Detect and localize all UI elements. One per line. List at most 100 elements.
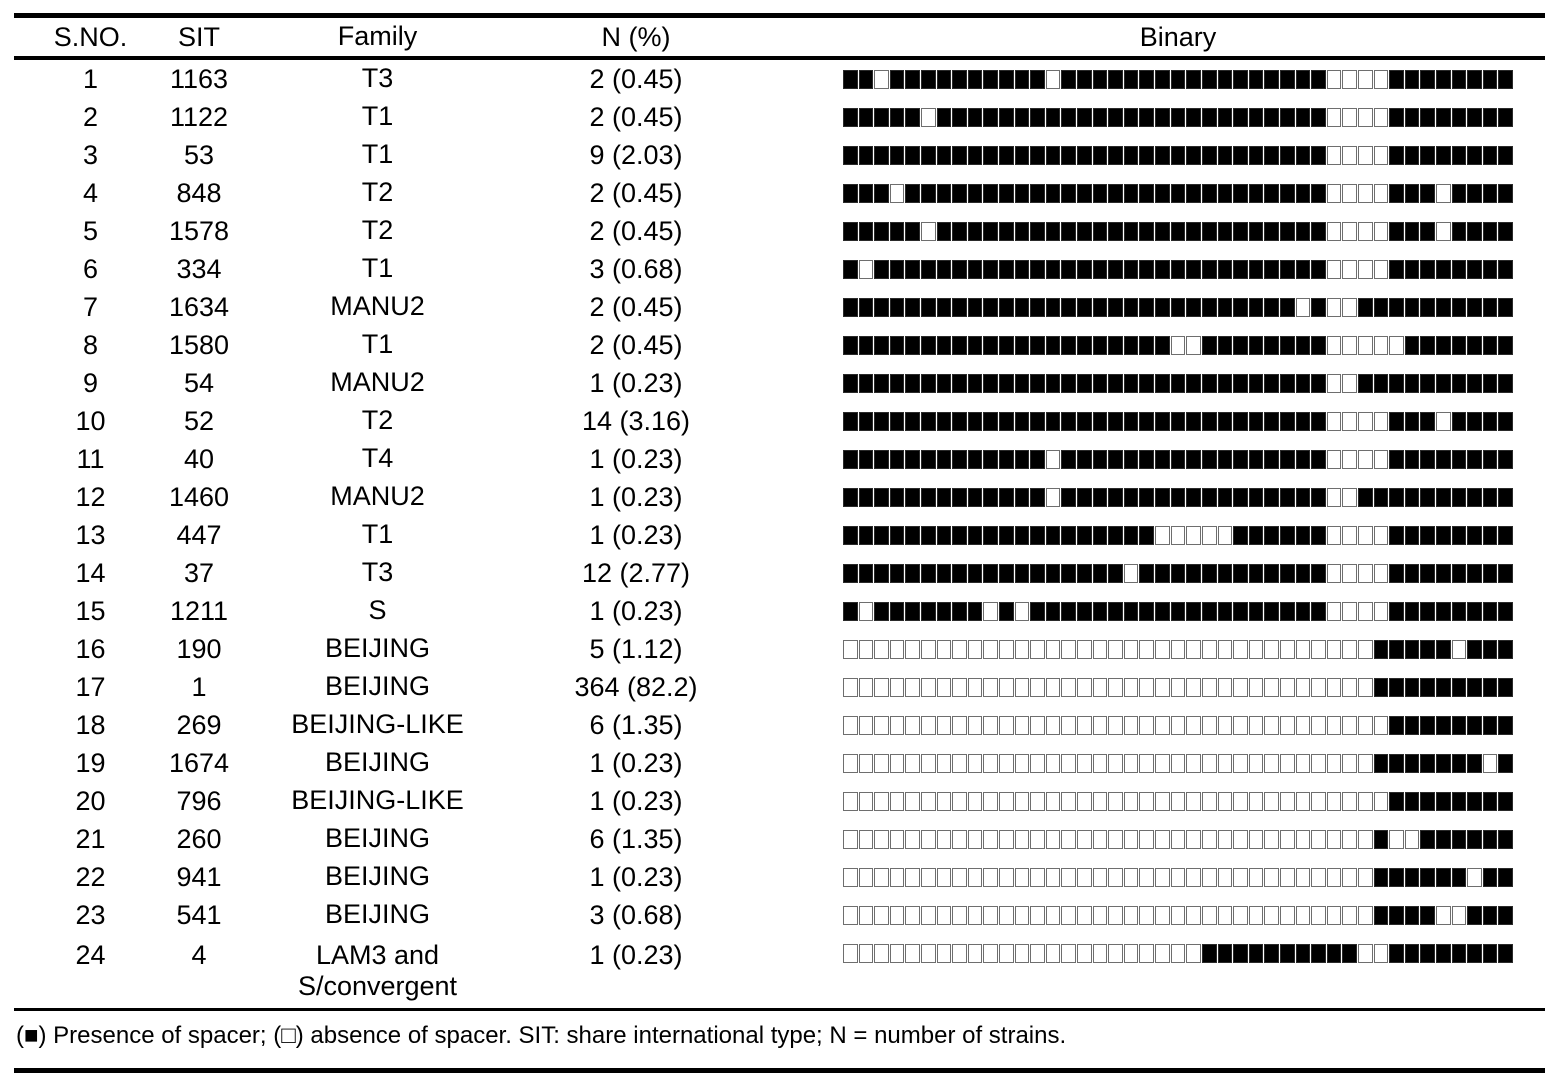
spacer-square-present — [1061, 221, 1077, 241]
spacer-square-present — [1264, 259, 1279, 279]
spacer-square-present — [889, 411, 905, 431]
spacer-square-present — [1467, 373, 1482, 393]
spacer-square-present — [1264, 107, 1279, 127]
spacer-square-absent — [952, 677, 967, 697]
spacer-square-present — [1482, 525, 1498, 545]
spacer-square-absent — [1279, 791, 1295, 811]
spacer-square-present — [1373, 677, 1389, 697]
spacer-square-absent — [1326, 525, 1342, 545]
spacer-square-absent — [1030, 715, 1045, 735]
cell-sit: 796 — [176, 785, 222, 816]
spacer-square-absent — [952, 639, 967, 659]
top-rule — [14, 13, 1545, 18]
spacer-square-absent — [1295, 753, 1311, 773]
spacer-square-present — [1311, 297, 1326, 317]
spacer-square-absent — [967, 905, 983, 925]
spacer-square-present — [1139, 525, 1155, 545]
spacer-square-present — [1311, 525, 1326, 545]
spacer-square-absent — [1155, 677, 1170, 697]
spacer-square-present — [1373, 753, 1389, 773]
cell-n-percent: 2 (0.45) — [589, 101, 683, 132]
spacer-square-present — [1467, 259, 1482, 279]
spacer-square-absent — [983, 829, 999, 849]
spacer-square-present — [1420, 525, 1435, 545]
cell-family: T3 — [361, 63, 394, 94]
binary-pattern — [843, 677, 1513, 697]
spacer-square-present — [874, 183, 889, 203]
spacer-square-present — [1498, 373, 1513, 393]
spacer-square-absent — [858, 259, 874, 279]
spacer-square-present — [1139, 107, 1155, 127]
spacer-square-absent — [1045, 69, 1061, 89]
spacer-square-present — [1201, 259, 1217, 279]
spacer-square-present — [1233, 145, 1248, 165]
spacer-square-present — [1186, 69, 1201, 89]
cell-sno: 10 — [75, 405, 106, 436]
spacer-square-present — [1451, 221, 1467, 241]
spacer-square-present — [1451, 69, 1467, 89]
spacer-square-absent — [1139, 867, 1155, 887]
spacer-square-present — [858, 221, 874, 241]
spacer-square-present — [1077, 183, 1092, 203]
column-header-family: Family — [337, 21, 418, 52]
spacer-square-absent — [1186, 791, 1201, 811]
spacer-square-present — [1233, 487, 1248, 507]
spacer-square-absent — [1311, 677, 1326, 697]
spacer-square-present — [1248, 107, 1264, 127]
spacer-square-present — [1077, 601, 1092, 621]
spacer-square-absent — [858, 791, 874, 811]
spacer-square-absent — [1077, 753, 1092, 773]
spacer-square-present — [905, 259, 921, 279]
spacer-square-present — [936, 449, 952, 469]
spacer-square-absent — [1373, 145, 1389, 165]
spacer-square-absent — [1186, 715, 1201, 735]
spacer-square-present — [1217, 259, 1233, 279]
spacer-square-present — [1482, 221, 1498, 241]
spacer-square-absent — [874, 867, 889, 887]
spacer-square-present — [1404, 449, 1420, 469]
spacer-square-present — [889, 373, 905, 393]
spacer-square-present — [1061, 297, 1077, 317]
spacer-square-present — [952, 69, 967, 89]
spacer-square-present — [1077, 259, 1092, 279]
cell-sno: 14 — [75, 557, 106, 588]
spacer-square-absent — [858, 829, 874, 849]
spacer-square-absent — [1139, 944, 1155, 963]
spacer-square-present — [1404, 677, 1420, 697]
spacer-square-present — [1045, 259, 1061, 279]
spacer-square-present — [1045, 525, 1061, 545]
spacer-square-present — [1279, 525, 1295, 545]
spacer-square-present — [1467, 335, 1482, 355]
cell-family: BEIJING — [324, 899, 431, 930]
spacer-square-present — [1389, 867, 1404, 887]
cell-sit: 1578 — [168, 215, 230, 246]
spacer-square-absent — [1108, 753, 1123, 773]
spacer-square-absent — [1342, 411, 1357, 431]
spacer-square-present — [1139, 183, 1155, 203]
spacer-square-absent — [1217, 829, 1233, 849]
cell-family: BEIJING — [324, 861, 431, 892]
spacer-square-present — [905, 563, 921, 583]
spacer-square-absent — [1451, 639, 1467, 659]
spacer-square-present — [1092, 183, 1108, 203]
spacer-square-absent — [1108, 829, 1123, 849]
spacer-square-absent — [921, 677, 936, 697]
spacer-square-present — [983, 69, 999, 89]
spacer-square-present — [921, 69, 936, 89]
spacer-square-present — [1155, 563, 1170, 583]
spacer-square-present — [1482, 183, 1498, 203]
spacer-square-absent — [1373, 601, 1389, 621]
cell-sit: 1674 — [168, 747, 230, 778]
spacer-square-present — [967, 183, 983, 203]
binary-pattern — [843, 715, 1513, 735]
spacer-square-present — [1186, 221, 1201, 241]
spacer-square-present — [1123, 145, 1139, 165]
spacer-square-absent — [874, 829, 889, 849]
spacer-square-present — [1030, 145, 1045, 165]
spacer-square-absent — [1248, 677, 1264, 697]
spacer-square-present — [1108, 297, 1123, 317]
spacer-square-present — [1404, 69, 1420, 89]
spacer-square-absent — [1233, 639, 1248, 659]
spacer-square-absent — [905, 639, 921, 659]
